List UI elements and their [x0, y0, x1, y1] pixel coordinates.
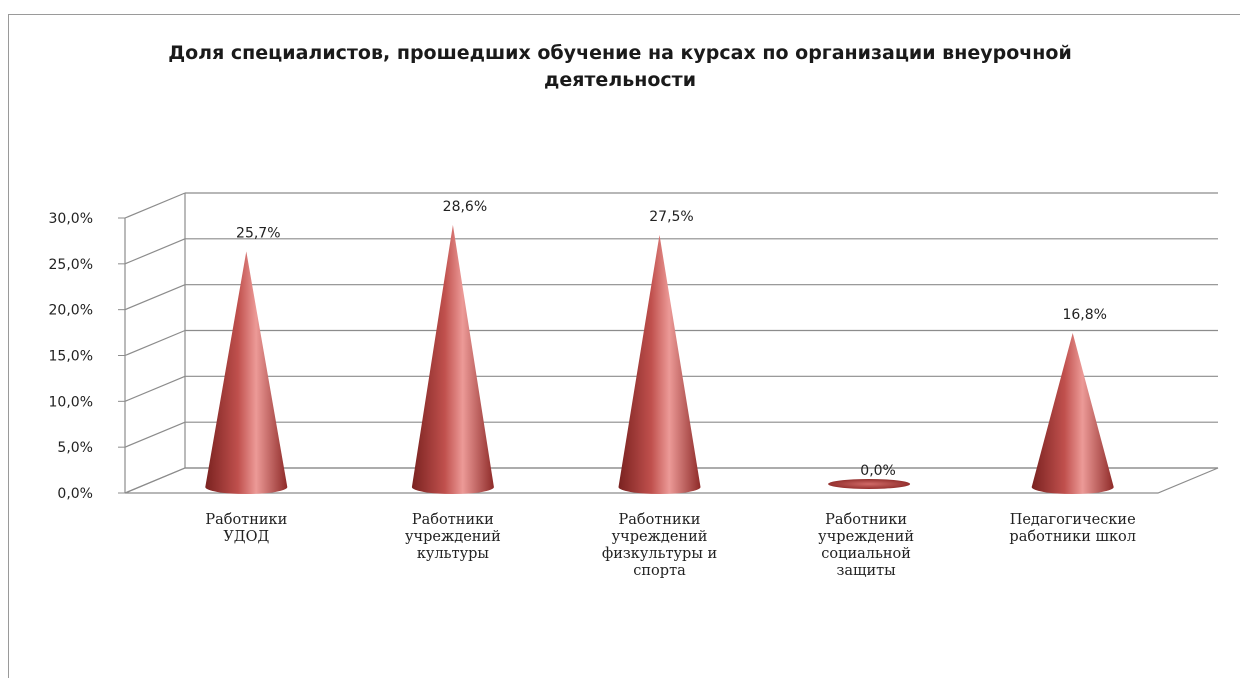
side-gridline [124, 375, 186, 402]
x-tick-label-line: Педагогические [1009, 512, 1136, 528]
side-gridline [124, 284, 186, 311]
x-tick-label: Работники учреждений физкультуры и спорта [575, 512, 745, 580]
y-tick-label: 0,0% [57, 486, 93, 502]
x-tick-label-line: защиты [836, 563, 896, 579]
x-tick-label-line: учреждений [611, 529, 708, 545]
x-tick-label-line: Работники [205, 512, 288, 528]
x-tick-label-line: учреждений [404, 529, 501, 545]
side-gridline [124, 329, 186, 357]
y-tick-label: 25,0% [49, 257, 93, 273]
y-tick-label: 10,0% [49, 394, 93, 410]
x-tick-label: Работники учреждений культуры [368, 512, 538, 563]
bar-cone [1031, 333, 1114, 495]
x-tick-label-line: работники школ [1009, 529, 1136, 545]
side-gridline [124, 192, 186, 219]
x-tick-label: Работники учреждений социальной защиты [781, 512, 951, 580]
bar-cone [828, 479, 911, 489]
x-tick-label-line: спорта [633, 563, 686, 579]
y-tick-label: 20,0% [49, 303, 93, 319]
data-label: 16,8% [1062, 307, 1106, 323]
data-label: 25,7% [236, 225, 280, 241]
x-tick-label-line: культуры [416, 546, 489, 562]
x-tick-label: Педагогические работники школ [988, 512, 1158, 546]
x-tick-label-line: физкультуры и [601, 546, 718, 562]
x-tick-label-line: социальной [821, 546, 911, 562]
data-label: 28,6% [443, 199, 487, 215]
x-tick-label-line: Работники [825, 512, 908, 528]
side-gridline [124, 421, 186, 448]
bar-cone [205, 251, 288, 494]
chart-title: Доля специалистов, прошедших обучение на… [168, 42, 1072, 91]
x-tick-label-line: УДОД [223, 529, 270, 545]
y-tick-label: 15,0% [49, 349, 93, 365]
x-tick-label-line: учреждений [818, 529, 914, 545]
chart-floor [124, 467, 1219, 494]
y-tick-label: 5,0% [57, 440, 93, 456]
data-label: 0,0% [860, 463, 896, 479]
bar-cone [411, 224, 494, 495]
x-tick-label: Работники УДОД [161, 512, 331, 546]
bar-cone [618, 234, 701, 495]
x-tick-label-line: Работники [618, 512, 701, 528]
x-tick-label-line: Работники [411, 512, 494, 528]
chart-frame [8, 14, 1240, 678]
side-gridline [124, 238, 186, 265]
y-tick-label: 30,0% [49, 211, 93, 227]
data-label: 27,5% [649, 209, 693, 225]
